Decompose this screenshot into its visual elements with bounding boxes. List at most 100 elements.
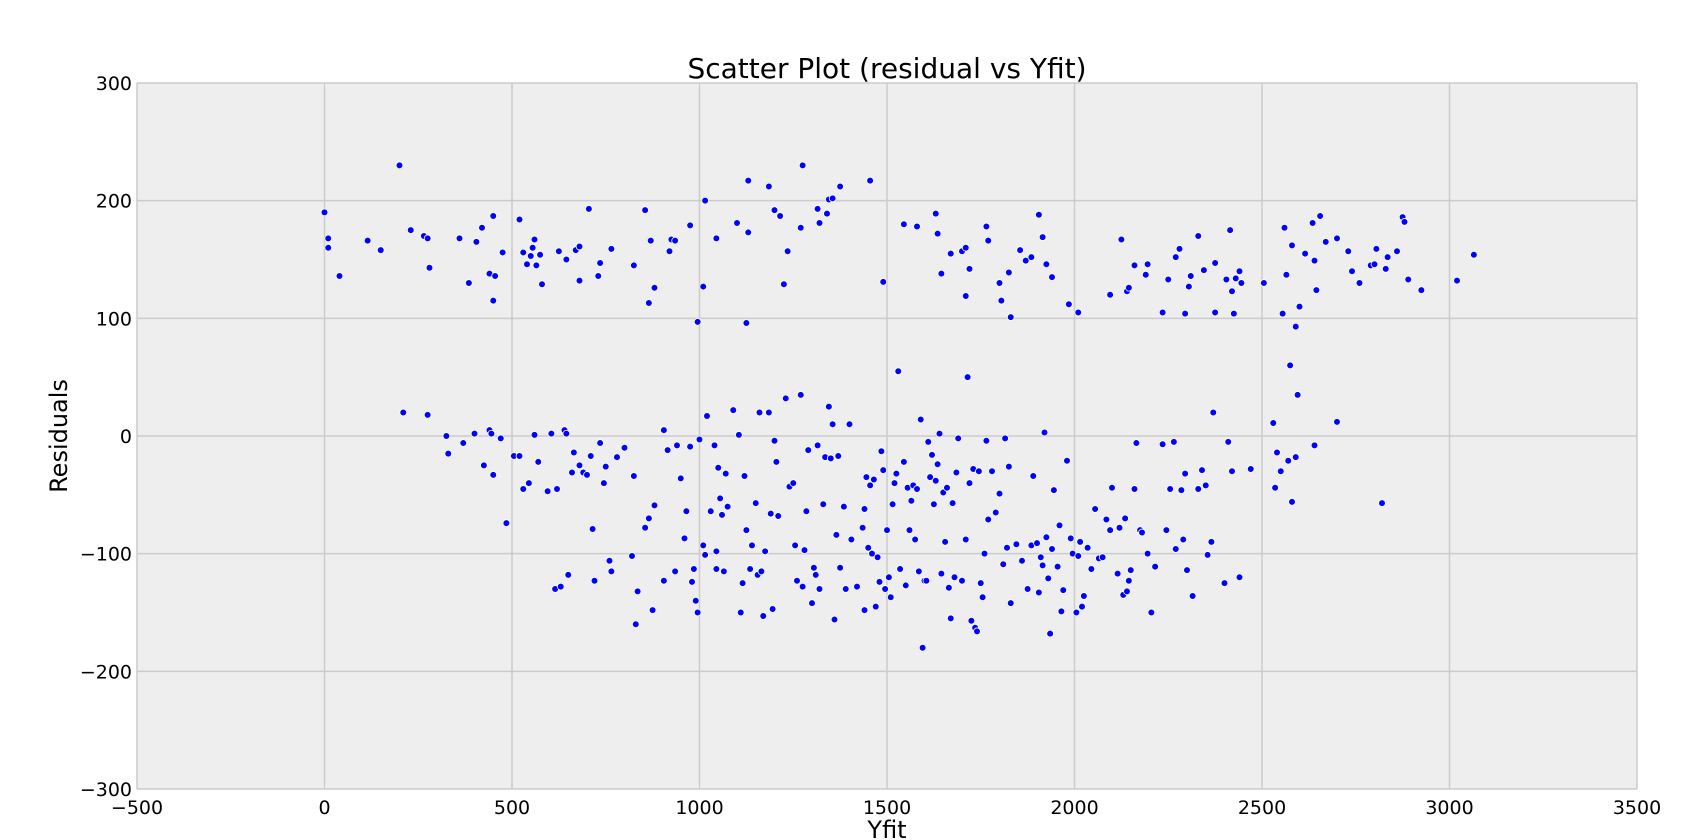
data-point (997, 296, 1006, 305)
data-point (744, 176, 753, 185)
data-point (703, 412, 711, 420)
data-point (1132, 439, 1141, 447)
data-point (913, 485, 921, 493)
data-point (395, 161, 404, 170)
data-point (1201, 481, 1210, 490)
data-point (800, 546, 809, 554)
data-point (716, 494, 724, 503)
data-point (1310, 256, 1319, 265)
data-point (1344, 247, 1353, 256)
data-point (1348, 267, 1356, 276)
data-point (858, 523, 867, 532)
data-point (937, 569, 946, 578)
data-point (847, 535, 856, 544)
data-point (686, 442, 694, 451)
data-point (547, 429, 556, 438)
data-point (714, 463, 723, 472)
data-points (320, 161, 1478, 652)
data-point (1179, 535, 1188, 544)
data-point (423, 234, 432, 243)
data-point (933, 460, 942, 469)
data-point (796, 391, 805, 399)
data-point (871, 602, 880, 611)
data-point (1005, 268, 1013, 277)
data-point (736, 608, 745, 617)
data-point (982, 222, 991, 231)
data-point (699, 541, 708, 550)
data-point (543, 487, 552, 496)
data-point (575, 242, 584, 251)
data-point (1170, 438, 1178, 446)
data-point (765, 182, 773, 191)
data-point (320, 208, 329, 217)
y-axis-label: Residuals (45, 379, 73, 493)
data-point (1198, 466, 1206, 474)
data-point (1291, 322, 1300, 331)
data-point (1151, 562, 1159, 571)
data-point (1130, 485, 1139, 493)
data-point (1143, 549, 1152, 558)
data-point (941, 538, 949, 546)
data-point (1078, 602, 1086, 611)
data-point (613, 453, 621, 461)
data-point (710, 441, 719, 450)
data-point (1400, 218, 1409, 226)
data-point (907, 496, 916, 505)
data-point (1117, 235, 1126, 244)
data-point (975, 467, 983, 476)
data-point (984, 236, 993, 245)
data-point (886, 593, 895, 602)
data-point (1040, 428, 1049, 437)
data-point (1308, 219, 1317, 227)
data-point (1050, 486, 1058, 494)
data-point (819, 500, 828, 509)
data-point (1226, 226, 1234, 234)
data-point (995, 489, 1004, 498)
data-point (759, 612, 768, 620)
data-point (586, 452, 595, 460)
data-point (1053, 562, 1062, 571)
x-tick-label: −500 (111, 797, 163, 819)
data-point (836, 182, 844, 191)
data-point (665, 247, 674, 256)
data-point (648, 606, 657, 614)
y-tick-label: −200 (80, 661, 132, 683)
data-point (1282, 270, 1291, 279)
data-point (1278, 309, 1287, 318)
data-point (630, 472, 638, 480)
data-point (840, 502, 848, 511)
data-point (1042, 260, 1051, 269)
data-point (1048, 273, 1056, 281)
data-point (798, 582, 807, 591)
data-point (946, 614, 955, 623)
data-point (335, 272, 344, 280)
data-point (825, 402, 833, 411)
data-point (1175, 245, 1184, 253)
data-point (1021, 256, 1030, 265)
data-point (680, 534, 689, 543)
data-point (1166, 485, 1174, 493)
data-point (631, 620, 640, 629)
data-point (1224, 438, 1233, 446)
data-point (948, 499, 957, 507)
data-point (780, 280, 788, 289)
data-point (1203, 551, 1212, 559)
data-point (770, 206, 779, 214)
data-point (562, 255, 571, 264)
data-point (1188, 592, 1197, 600)
data-point (1286, 361, 1294, 370)
data-point (489, 296, 498, 305)
data-point (1164, 275, 1173, 284)
data-point (791, 541, 799, 550)
data-point (607, 567, 616, 576)
data-point (596, 259, 604, 267)
data-point (1042, 533, 1051, 541)
data-point (832, 531, 841, 539)
data-point (1295, 302, 1304, 311)
data-point (830, 615, 839, 624)
data-point (1230, 309, 1238, 318)
x-tick-label: 500 (494, 797, 530, 819)
data-point (808, 599, 816, 607)
data-point (1260, 279, 1268, 287)
data-point (1269, 419, 1278, 427)
